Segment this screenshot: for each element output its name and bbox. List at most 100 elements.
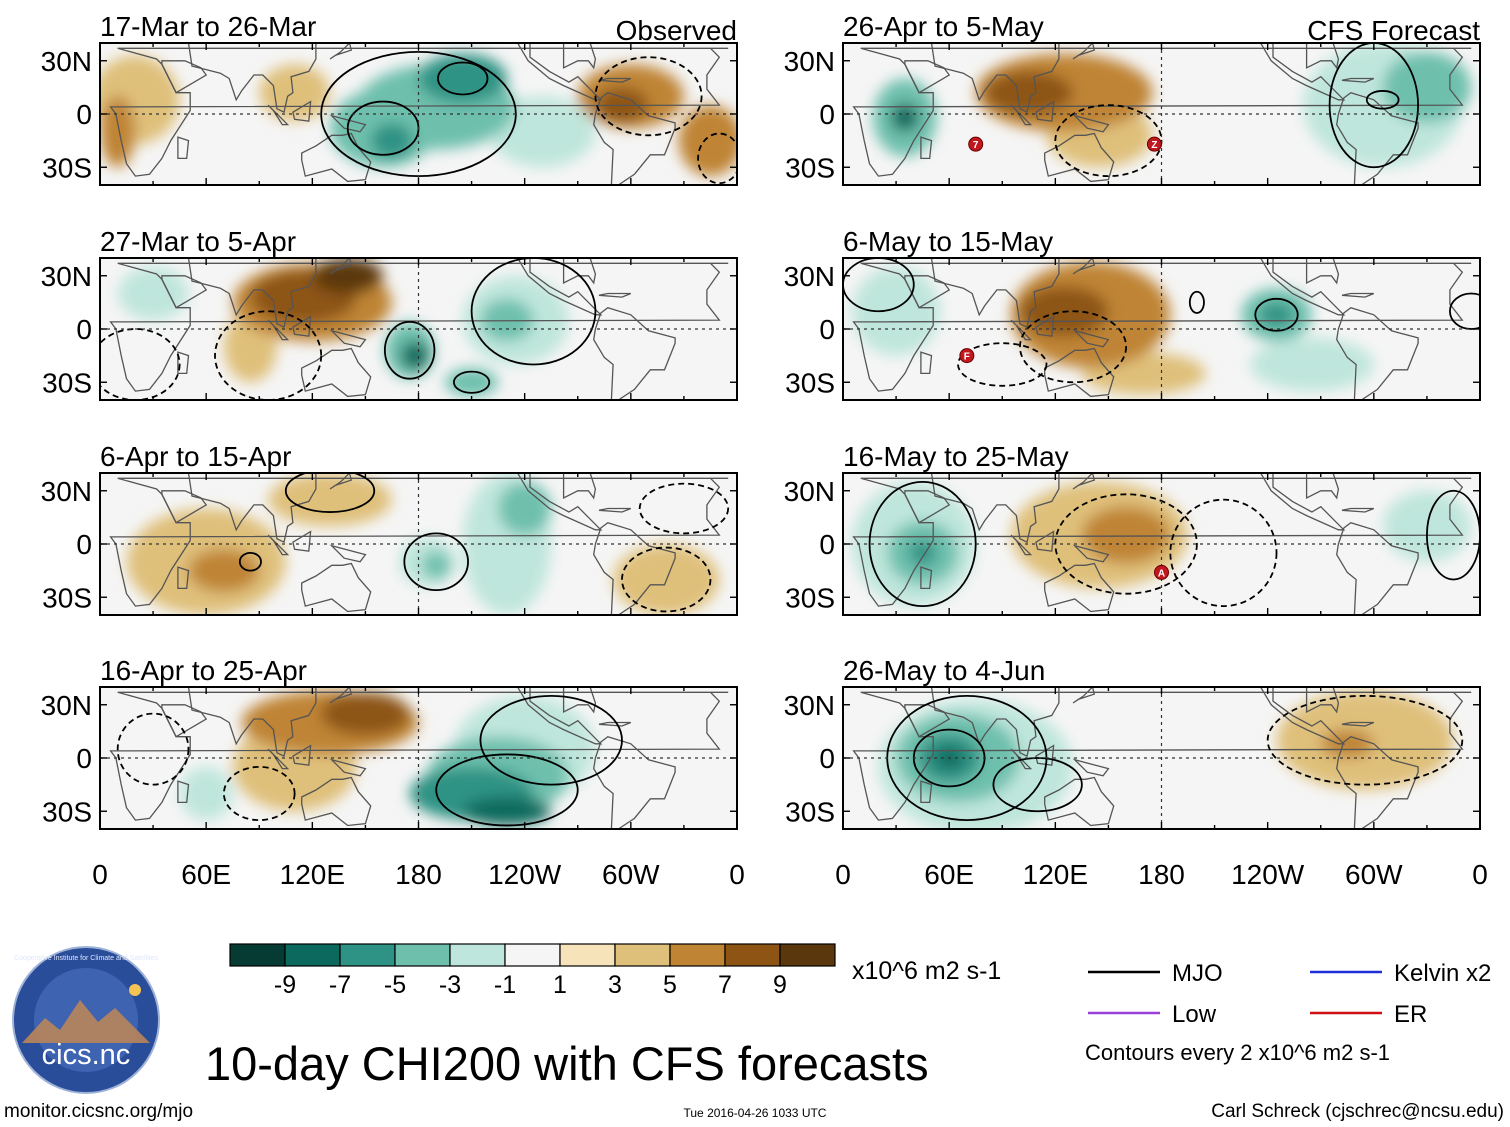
coastline xyxy=(1341,292,1375,298)
coastline xyxy=(329,473,353,490)
mjo-contour xyxy=(1328,43,1419,169)
y-tick-label: 0 xyxy=(819,743,835,774)
coastline xyxy=(1010,104,1033,126)
colorbar-tick-label: -3 xyxy=(439,971,461,999)
coastline xyxy=(598,721,632,727)
coastline xyxy=(301,132,372,183)
panel-6: 30N 0 30S 16-May to 25-May xyxy=(784,441,1481,616)
logo-text: cics.nc xyxy=(42,1039,131,1071)
mjo-contour xyxy=(479,694,623,786)
mjo-contour xyxy=(470,258,597,366)
mjo-contour xyxy=(284,473,376,513)
y-tick-label: 0 xyxy=(76,743,92,774)
coastline xyxy=(930,687,1060,758)
coastline xyxy=(267,534,290,556)
coastline xyxy=(329,258,353,275)
x-axis-left: 0 60E 120E 180 120W 60W 0 xyxy=(92,859,745,890)
footer-url[interactable]: monitor.cicsnc.org/mjo xyxy=(4,1101,193,1122)
anomaly-region xyxy=(418,53,507,104)
coastline xyxy=(1341,721,1375,727)
coastline xyxy=(187,43,317,114)
coastline xyxy=(109,47,729,177)
coastline xyxy=(109,691,729,821)
coastline xyxy=(187,687,317,758)
panel-title: 6-May to 15-May xyxy=(843,226,1053,257)
colorbar-swatch xyxy=(394,943,451,967)
anomaly-region xyxy=(268,473,392,527)
colorbar-swatch xyxy=(669,943,726,967)
colorbar-swatch xyxy=(504,943,561,967)
storm-marker-label: F xyxy=(964,352,970,363)
anomaly-region xyxy=(1258,302,1295,328)
panel-title: 17-Mar to 26-Mar xyxy=(100,11,316,42)
mjo-contour xyxy=(1169,498,1278,608)
coastline xyxy=(1336,735,1419,829)
y-tick-label: 30S xyxy=(42,796,92,827)
panel-plot-area xyxy=(843,43,1480,185)
coastline xyxy=(1305,473,1340,500)
y-tick-label: 30N xyxy=(784,690,835,721)
coastline xyxy=(562,258,597,285)
y-tick-label: 30N xyxy=(41,261,92,292)
coastline xyxy=(1044,776,1115,827)
coastline xyxy=(562,43,597,70)
y-tick-label: 30N xyxy=(41,46,92,77)
coastline xyxy=(1336,306,1419,400)
anomaly-region xyxy=(984,71,1074,114)
anomaly-region xyxy=(498,481,552,536)
anomaly-region xyxy=(117,266,189,321)
mjo-contour xyxy=(1188,290,1205,314)
coastline xyxy=(161,704,208,738)
y-tick-label: 30N xyxy=(784,46,835,77)
colorbar-swatch xyxy=(449,943,506,967)
coastline xyxy=(562,473,597,500)
mjo-contour xyxy=(383,320,436,380)
x-tick-label: 60E xyxy=(181,859,231,890)
storm-marker-circle xyxy=(959,348,975,364)
legend-label: Kelvin x2 xyxy=(1394,960,1491,987)
panel-title: 27-Mar to 5-Apr xyxy=(100,226,296,257)
mjo-contour xyxy=(957,342,1048,387)
colorbar-swatch xyxy=(779,943,836,967)
x-tick-label: 120E xyxy=(1023,859,1088,890)
y-tick-label: 30S xyxy=(785,367,835,398)
storm-marker: F xyxy=(959,348,975,364)
coastline xyxy=(177,351,190,375)
panel-title: 26-May to 4-Jun xyxy=(843,655,1045,686)
mjo-contour xyxy=(437,61,489,96)
cics-logo: cics.nc Cooperative Institute for Climat… xyxy=(12,946,160,1094)
y-tick-label: 30S xyxy=(785,152,835,183)
anomaly-region xyxy=(312,258,384,294)
coastline xyxy=(1044,562,1115,613)
anomaly-region xyxy=(400,341,430,370)
colorbar-tick-label: 5 xyxy=(663,971,677,999)
coastline xyxy=(329,758,367,777)
mjo-contour xyxy=(992,757,1083,813)
coastline xyxy=(593,306,676,400)
panel-2: 30N 0 30S 26-Apr to 5-May CFS Forecast xyxy=(784,11,1481,186)
anomaly-region xyxy=(179,766,233,821)
panel-title: 6-Apr to 15-Apr xyxy=(100,441,291,472)
coastline xyxy=(904,275,951,309)
panel-plot-area xyxy=(100,687,737,829)
storm-marker-label: 7 xyxy=(973,140,979,151)
panel-source-label: Observed xyxy=(616,15,737,46)
coastline xyxy=(930,43,1060,114)
colorbar-tick-label: 9 xyxy=(773,971,787,999)
coastline xyxy=(187,258,317,329)
coastline xyxy=(593,521,676,615)
coastline xyxy=(1010,534,1033,556)
mjo-contour xyxy=(1254,297,1299,332)
coastline xyxy=(1035,744,1055,766)
coastline xyxy=(1341,507,1375,513)
coastline xyxy=(1305,687,1340,714)
coastline xyxy=(177,780,190,804)
mjo-contour xyxy=(868,480,977,608)
panel-plot-area xyxy=(100,43,737,185)
mjo-contour xyxy=(594,56,703,137)
panel-8: 30N 0 30S 26-May to 4-Jun xyxy=(784,655,1481,830)
coastline xyxy=(292,100,312,122)
colorbar-tick-label: 3 xyxy=(608,971,622,999)
panel-plot-area xyxy=(100,258,737,400)
